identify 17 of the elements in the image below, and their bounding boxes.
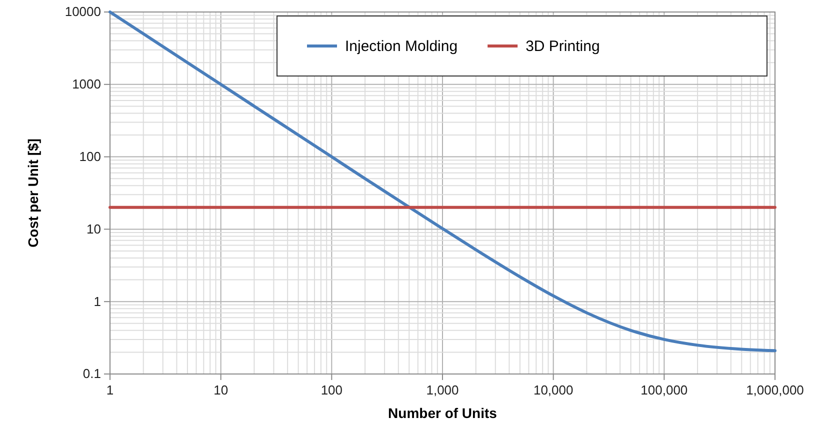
y-tick-label: 0.1 (82, 366, 101, 382)
y-tick-label: 100 (79, 148, 101, 164)
y-tick-label: 1000 (72, 76, 101, 92)
x-tick-label: 1,000,000 (746, 382, 804, 398)
x-axis-title: Number of Units (388, 405, 498, 421)
x-tick-label: 10 (214, 382, 228, 398)
legend-label: Injection Molding (345, 38, 458, 55)
x-tick-label: 1,000 (426, 382, 459, 398)
x-tick-label: 100 (320, 382, 343, 398)
x-tick-label: 100,000 (640, 382, 688, 398)
y-tick-label: 1 (94, 294, 101, 309)
legend-label: 3D Printing (526, 38, 600, 55)
y-tick-label: 10 (86, 221, 101, 236)
x-tick-label: 10,000 (533, 382, 574, 398)
y-axis-title: Cost per Unit [$] (25, 138, 41, 248)
y-tick-label: 10000 (64, 4, 101, 20)
x-tick-label: 1 (106, 382, 114, 398)
